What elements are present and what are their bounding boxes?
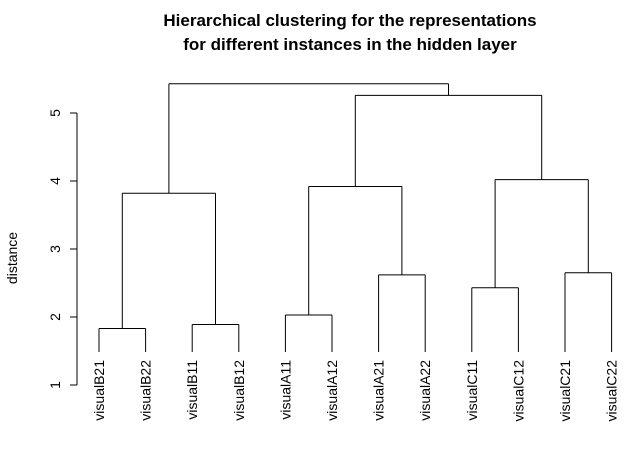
leaf-label: visualC21 [557, 360, 573, 422]
y-tick-label: 1 [47, 381, 63, 389]
leaf-label: visualA22 [417, 360, 433, 421]
y-tick-label: 4 [47, 177, 63, 185]
y-tick-label: 2 [47, 313, 63, 321]
leaf-label: visualC22 [604, 360, 620, 422]
leaf-label: visualB22 [138, 360, 154, 421]
leaf-label: visualB11 [184, 360, 200, 420]
leaf-label: visualA11 [277, 360, 293, 420]
leaf-label: visualB21 [91, 360, 107, 421]
chart-subtitle: for different instances in the hidden la… [183, 35, 517, 54]
leaf-label: visualC11 [464, 360, 480, 421]
y-tick-label: 5 [47, 109, 63, 117]
leaf-label: visualC12 [510, 360, 526, 422]
dendrogram-links [98, 83, 613, 352]
y-axis-label: distance [4, 232, 20, 284]
leaf-label: visualA12 [324, 360, 340, 421]
y-axis: 1 2 3 4 5 [47, 109, 78, 389]
chart-title: Hierarchical clustering for the represen… [163, 11, 536, 30]
leaf-labels: visualB21 visualB22 visualB11 visualB12 visu… [91, 360, 620, 422]
leaf-label: visualA21 [371, 360, 387, 421]
y-tick-label: 3 [47, 245, 63, 253]
leaf-label: visualB12 [231, 360, 247, 421]
